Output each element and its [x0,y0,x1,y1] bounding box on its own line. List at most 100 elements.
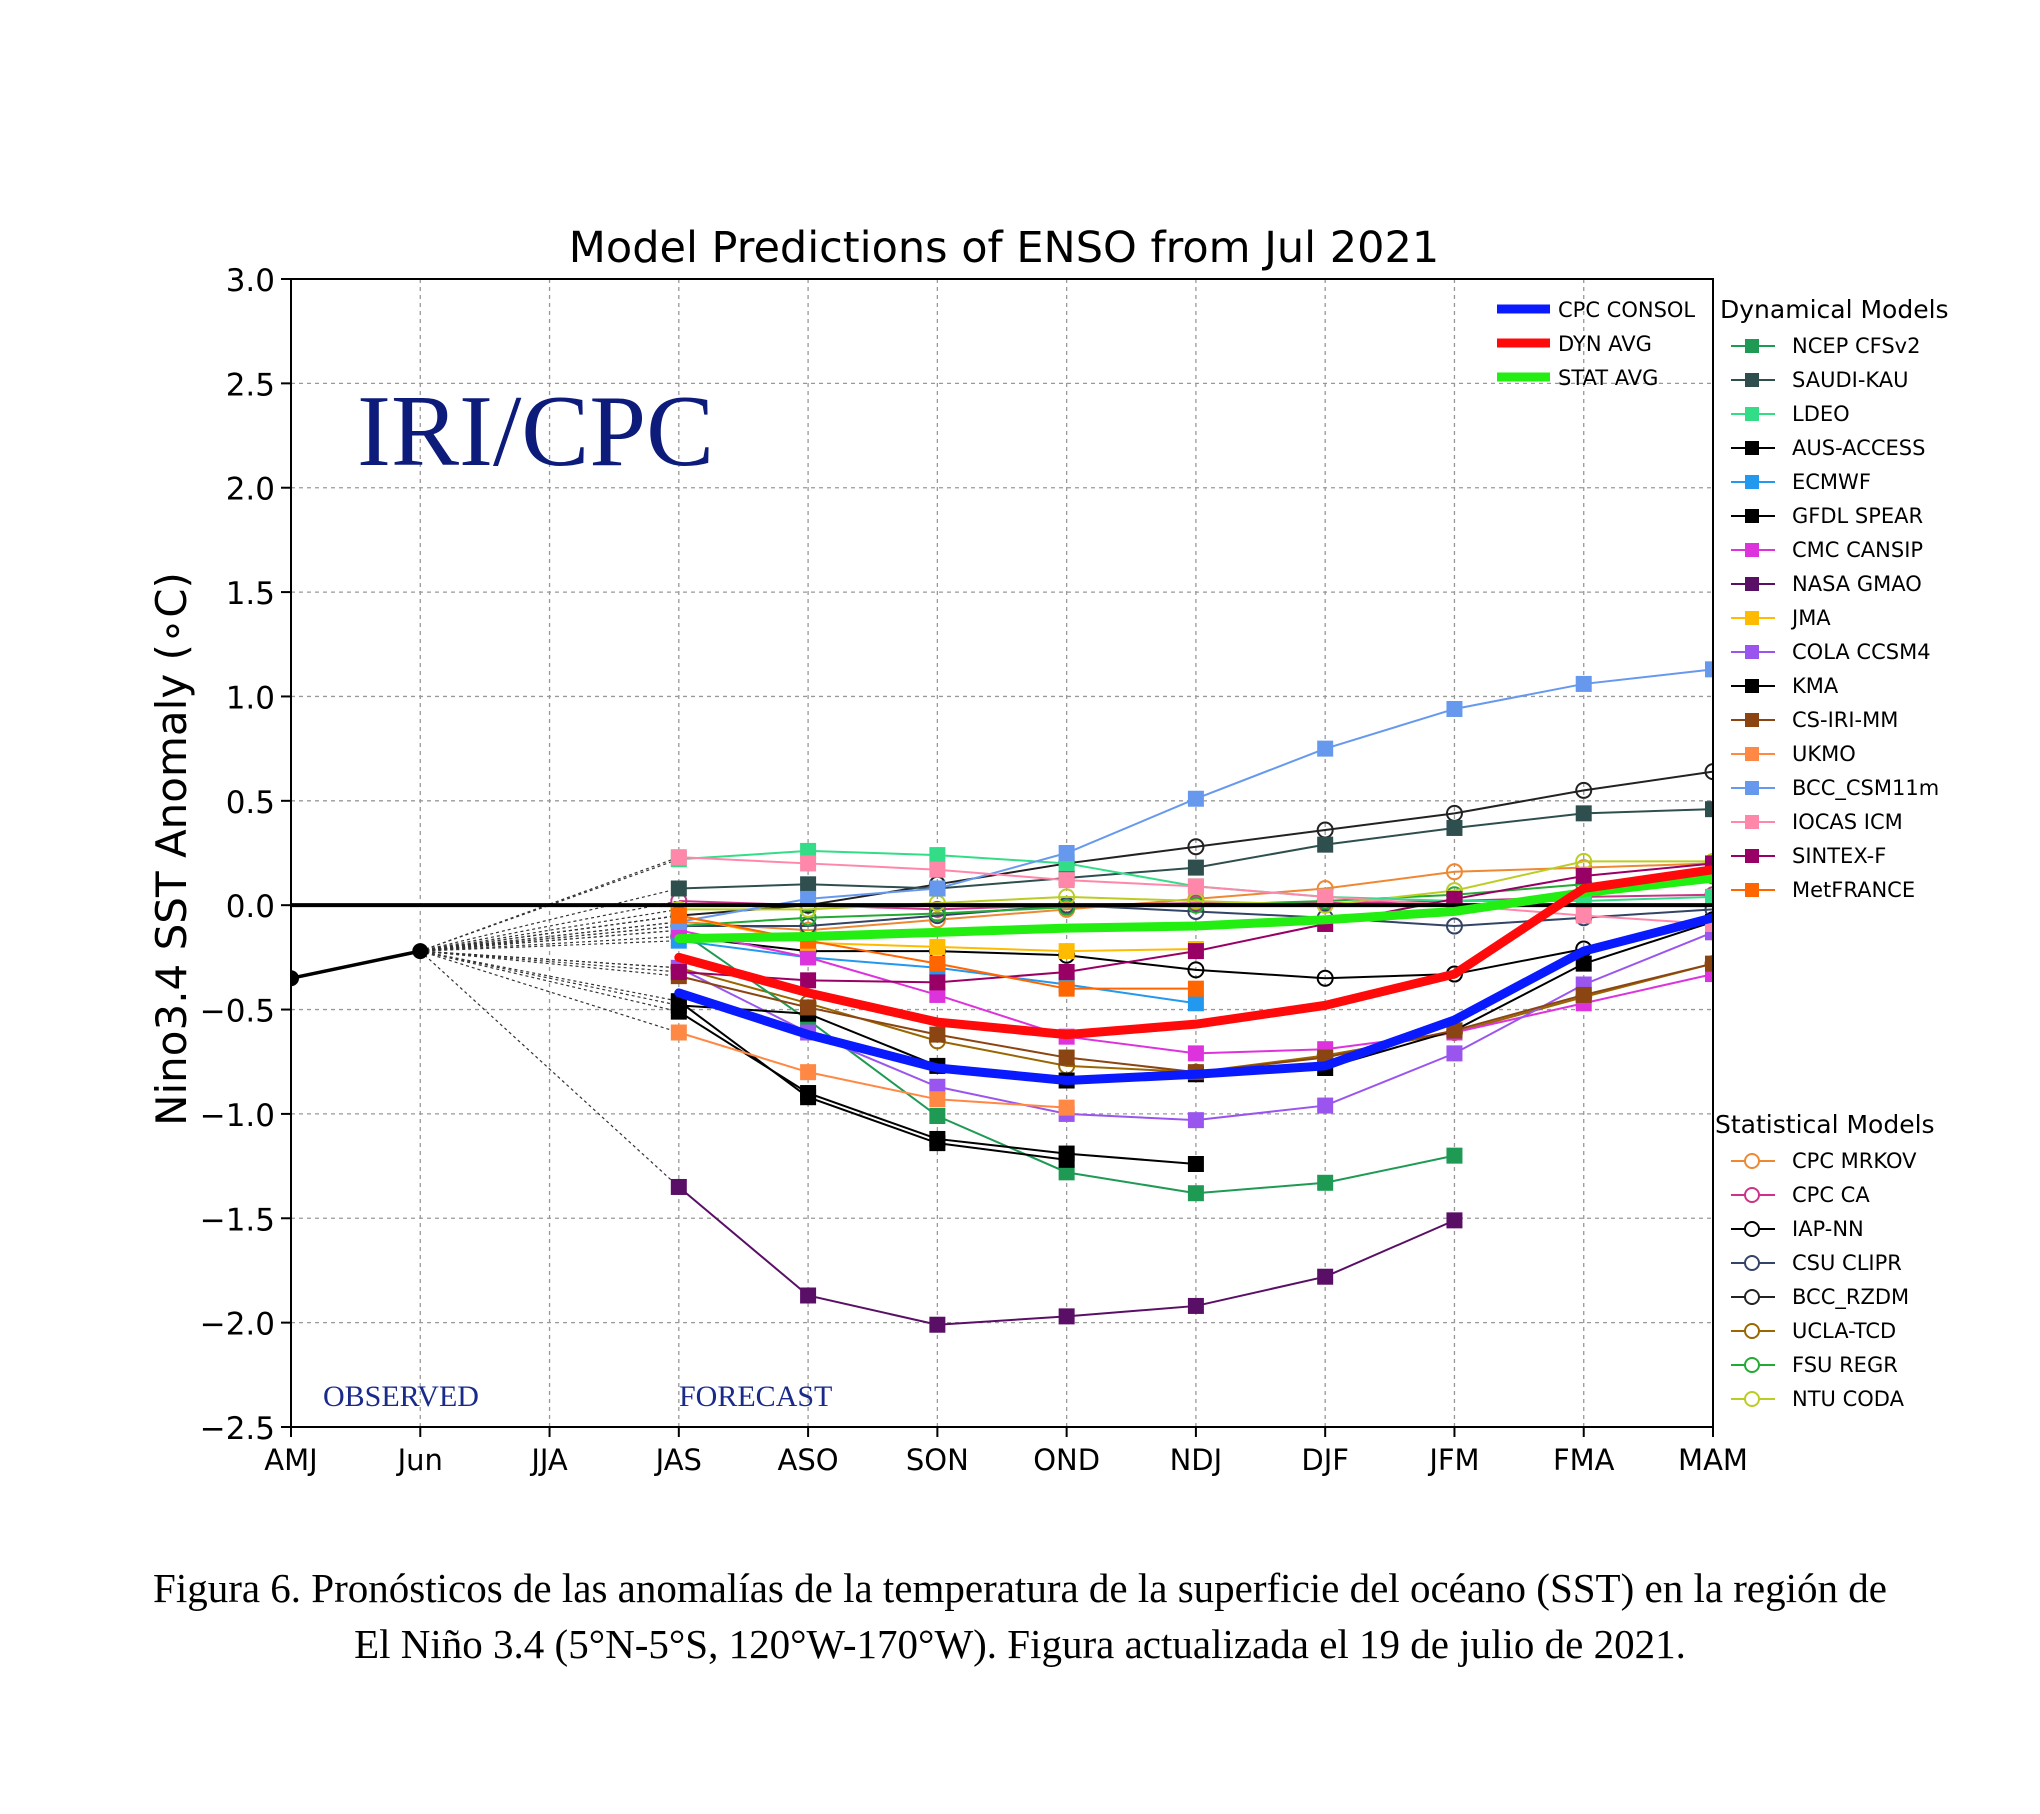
point-sintex-f [1058,963,1075,980]
legend-label-cola-ccsm4: COLA CCSM4 [1792,640,1931,664]
point-ldeo [800,842,817,859]
point-iocas-icm [1575,907,1592,924]
point-kma [670,997,687,1014]
legend-label-metfrance: MetFRANCE [1792,878,1915,902]
x-tick-label: Jun [396,1443,443,1477]
point-bcc-rzdm [1575,781,1593,799]
legend-marker-nasa-gmao [1745,577,1759,591]
point-cs-iri-mm [1446,1022,1463,1039]
y-tick-label: 1.5 [226,576,275,612]
point-bcc-csm11m [1187,790,1204,807]
series-line-ukmo [678,1031,1067,1109]
plot-area: IRI/CPC OBSERVED FORECAST 3.0 2.5 2.0 1.5 1.0 0.… [200,263,1949,1477]
series-line-gfdl-spear [678,1000,1067,1161]
legend-marker-kma [1745,679,1759,693]
chart-title: Model Predictions of ENSO from Jul 2021 [569,223,1439,273]
point-bcc-csm11m [929,880,946,897]
point-bcc-csm11m [1575,675,1592,692]
point-cola-ccsm4 [1317,1097,1334,1114]
point-csu-clipr [1704,900,1713,918]
point-saudi-kau [670,880,687,897]
point-saudi-kau [1187,859,1204,876]
legend-label-sintex-f: SINTEX-F [1792,844,1886,868]
x-tick-label: AMJ [264,1443,317,1477]
point-cmc-cansip [1705,966,1713,983]
average-line-dyn-avg [674,865,1713,1040]
point-ncep-cfsv2 [1317,1174,1334,1191]
point-bcc-csm11m [800,890,817,907]
point-saudi-kau [1317,836,1334,853]
point-cmc-cansip [800,949,817,966]
x-tick-label: OND [1033,1443,1100,1477]
legend-label-ukmo: UKMO [1792,742,1856,766]
point-nasa-gmao [670,1178,687,1195]
point-cs-iri-mm [800,999,817,1016]
point-saudi-kau [1575,805,1592,822]
observed-line [291,949,421,980]
legend-label-ncep-cfsv2: NCEP CFSv2 [1792,334,1920,358]
x-tick-label: JAS [654,1443,702,1477]
legend-marker-csu-clipr [1744,1255,1760,1271]
series-line-ntu-coda [678,860,1713,911]
point-metfrance [1187,980,1204,997]
forecast-connector [420,921,679,952]
point-ukmo [800,1064,817,1081]
y-tick-label: −2.0 [200,1307,275,1343]
point-nasa-gmao [929,1316,946,1333]
point-sintex-f [1187,943,1204,960]
point-kma [1575,955,1592,972]
series-line-iap-nn [678,918,1713,980]
legend-marker-gfdl-spear [1745,509,1759,523]
point-bcc-rzdm [1187,838,1205,856]
point-cmc-cansip [1187,1045,1204,1062]
series-line-bcc-rzdm [678,770,1713,917]
point-sintex-f [670,963,687,980]
point-ukmo [929,1091,946,1108]
forecast-connector [420,940,679,952]
point-iocas-icm [1317,888,1334,905]
point-nasa-gmao [1187,1297,1204,1314]
legend-label-fsu-regr: FSU REGR [1792,1353,1898,1377]
x-tick-label: FMA [1553,1443,1615,1477]
legend-label-cmc-cansip: CMC CANSIP [1792,538,1923,562]
legend-header-dynamical: Dynamical Models [1720,295,1949,324]
legend-label-bcc-csm11m: BCC_CSM11m [1792,776,1939,801]
legend-label-cpc-consol: CPC CONSOL [1558,298,1695,322]
point-fsu-regr [1058,898,1076,916]
legend-label-gfdl-spear: GFDL SPEAR [1792,504,1923,528]
point-sintex-f [929,974,946,991]
legend-marker-bcc-csm11m [1745,781,1759,795]
point-iocas-icm [670,849,687,866]
forecast-connector [420,950,679,1013]
point-cmc-cansip [929,986,946,1003]
point-nasa-gmao [1446,1212,1463,1229]
legend-marker-ukmo [1745,747,1759,761]
legend-marker-metfrance [1745,883,1759,897]
point-ukmo [670,1024,687,1041]
point-ncep-cfsv2 [1446,1147,1463,1164]
point-bcc-csm11m [1317,740,1334,757]
observed-point [291,970,299,987]
point-bcc-rzdm [1704,763,1713,781]
legend-label-cpc-mrkov: CPC MRKOV [1792,1149,1917,1173]
x-tick-label: DJF [1301,1443,1349,1477]
point-gfdl-spear [1058,1151,1075,1168]
forecast-connector [420,935,679,952]
forecast-connector [420,950,679,973]
forecast-connector [420,950,679,1002]
y-tick-label: 1.0 [226,680,275,716]
point-cola-ccsm4 [929,1078,946,1095]
forecast-connector [420,908,679,952]
legend-label-stat-avg: STAT AVG [1558,366,1658,390]
point-jma [1058,943,1075,960]
point-ncep-cfsv2 [1187,1185,1204,1202]
point-cpc-mrkov [928,911,946,929]
legend-marker-bcc-rzdm [1744,1289,1760,1305]
point-metfrance [1058,980,1075,997]
legend-marker-ncep-cfsv2 [1745,339,1759,353]
point-ldeo [1705,888,1713,905]
legend-label-nasa-gmao: NASA GMAO [1792,572,1922,596]
forecast-connector [420,950,679,969]
legend-marker-cmc-cansip [1745,543,1759,557]
point-bcc-csm11m [1446,700,1463,717]
